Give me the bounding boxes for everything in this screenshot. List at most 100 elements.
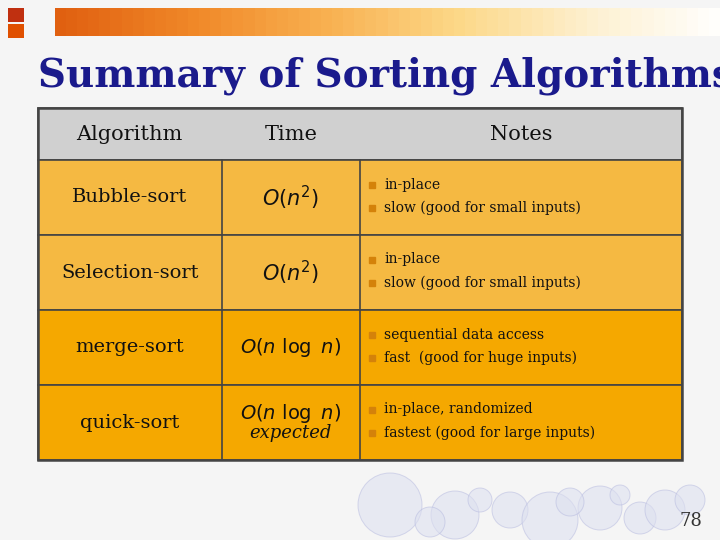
Text: fast  (good for huge inputs): fast (good for huge inputs) [384, 350, 577, 365]
Bar [243, 8, 254, 36]
Bar [321, 8, 332, 36]
Bar [166, 8, 177, 36]
Text: Summary of Sorting Algorithms: Summary of Sorting Algorithms [38, 57, 720, 95]
Circle shape [578, 486, 622, 530]
Bar [122, 8, 132, 36]
Bar [443, 8, 454, 36]
Bar [399, 8, 410, 36]
Bar [99, 8, 110, 36]
Text: fastest (good for large inputs): fastest (good for large inputs) [384, 426, 595, 440]
Bar [55, 8, 66, 36]
Bar [609, 8, 620, 36]
Text: in-place, randomized: in-place, randomized [384, 402, 533, 416]
Bar [698, 8, 709, 36]
Bar [521, 8, 531, 36]
Text: Selection-sort: Selection-sort [61, 264, 199, 281]
Bar [110, 8, 122, 36]
Bar [410, 8, 420, 36]
Bar [498, 8, 510, 36]
Bar [38, 385, 682, 460]
Bar [177, 8, 188, 36]
Text: merge-sort: merge-sort [76, 339, 184, 356]
Text: Bubble-sort: Bubble-sort [72, 188, 187, 206]
Text: in-place: in-place [384, 253, 440, 267]
Circle shape [610, 485, 630, 505]
Bar [8, 24, 24, 38]
Text: 78: 78 [679, 512, 702, 530]
Text: Algorithm: Algorithm [76, 125, 183, 144]
Bar [188, 8, 199, 36]
Circle shape [522, 492, 578, 540]
Bar [266, 8, 276, 36]
Bar [38, 160, 682, 235]
Circle shape [556, 488, 584, 516]
Text: slow (good for small inputs): slow (good for small inputs) [384, 275, 581, 289]
Bar [420, 8, 432, 36]
Bar [199, 8, 210, 36]
Bar [155, 8, 166, 36]
Bar [543, 8, 554, 36]
Bar [531, 8, 543, 36]
Bar [564, 8, 576, 36]
Bar [642, 8, 654, 36]
Bar [709, 8, 720, 36]
Text: $\mathit{O}(\mathit{n}\ \log\ \mathit{n})$: $\mathit{O}(\mathit{n}\ \log\ \mathit{n}… [240, 402, 341, 425]
Text: in-place: in-place [384, 178, 440, 192]
Circle shape [675, 485, 705, 515]
Bar [598, 8, 609, 36]
Text: Time: Time [264, 125, 318, 144]
Bar [454, 8, 465, 36]
Bar [38, 108, 682, 460]
Text: $\mathit{O}(\mathit{n}^2)$: $\mathit{O}(\mathit{n}^2)$ [262, 259, 319, 287]
Bar [476, 8, 487, 36]
Bar [221, 8, 233, 36]
Bar [654, 8, 665, 36]
Bar [89, 8, 99, 36]
Bar [254, 8, 266, 36]
Bar [38, 235, 682, 310]
Bar [66, 8, 77, 36]
Bar [288, 8, 299, 36]
Bar [620, 8, 631, 36]
Bar [38, 108, 682, 160]
Text: $\mathit{O}(\mathit{n}\ \log\ \mathit{n})$: $\mathit{O}(\mathit{n}\ \log\ \mathit{n}… [240, 336, 341, 359]
Bar [77, 8, 89, 36]
Bar [554, 8, 564, 36]
Bar [576, 8, 587, 36]
Bar [465, 8, 476, 36]
Bar [332, 8, 343, 36]
Bar [387, 8, 399, 36]
Text: Notes: Notes [490, 125, 552, 144]
Bar [432, 8, 443, 36]
Bar [587, 8, 598, 36]
Bar [299, 8, 310, 36]
Text: quick-sort: quick-sort [80, 414, 179, 431]
Bar [510, 8, 521, 36]
Text: slow (good for small inputs): slow (good for small inputs) [384, 200, 581, 215]
Circle shape [468, 488, 492, 512]
Bar [310, 8, 321, 36]
Circle shape [415, 507, 445, 537]
Circle shape [492, 492, 528, 528]
Bar [365, 8, 377, 36]
Bar [354, 8, 365, 36]
Bar [8, 8, 24, 22]
Bar [276, 8, 288, 36]
Bar [210, 8, 221, 36]
Bar [675, 8, 687, 36]
Bar [377, 8, 387, 36]
Bar [687, 8, 698, 36]
Circle shape [431, 491, 479, 539]
Bar [38, 310, 682, 385]
Bar [343, 8, 354, 36]
Bar [487, 8, 498, 36]
Circle shape [624, 502, 656, 534]
Bar [144, 8, 155, 36]
Bar [233, 8, 243, 36]
Text: sequential data access: sequential data access [384, 327, 544, 341]
Circle shape [645, 490, 685, 530]
Circle shape [358, 473, 422, 537]
Text: expected: expected [250, 423, 332, 442]
Bar [132, 8, 144, 36]
Text: $\mathit{O}(\mathit{n}^2)$: $\mathit{O}(\mathit{n}^2)$ [262, 184, 319, 212]
